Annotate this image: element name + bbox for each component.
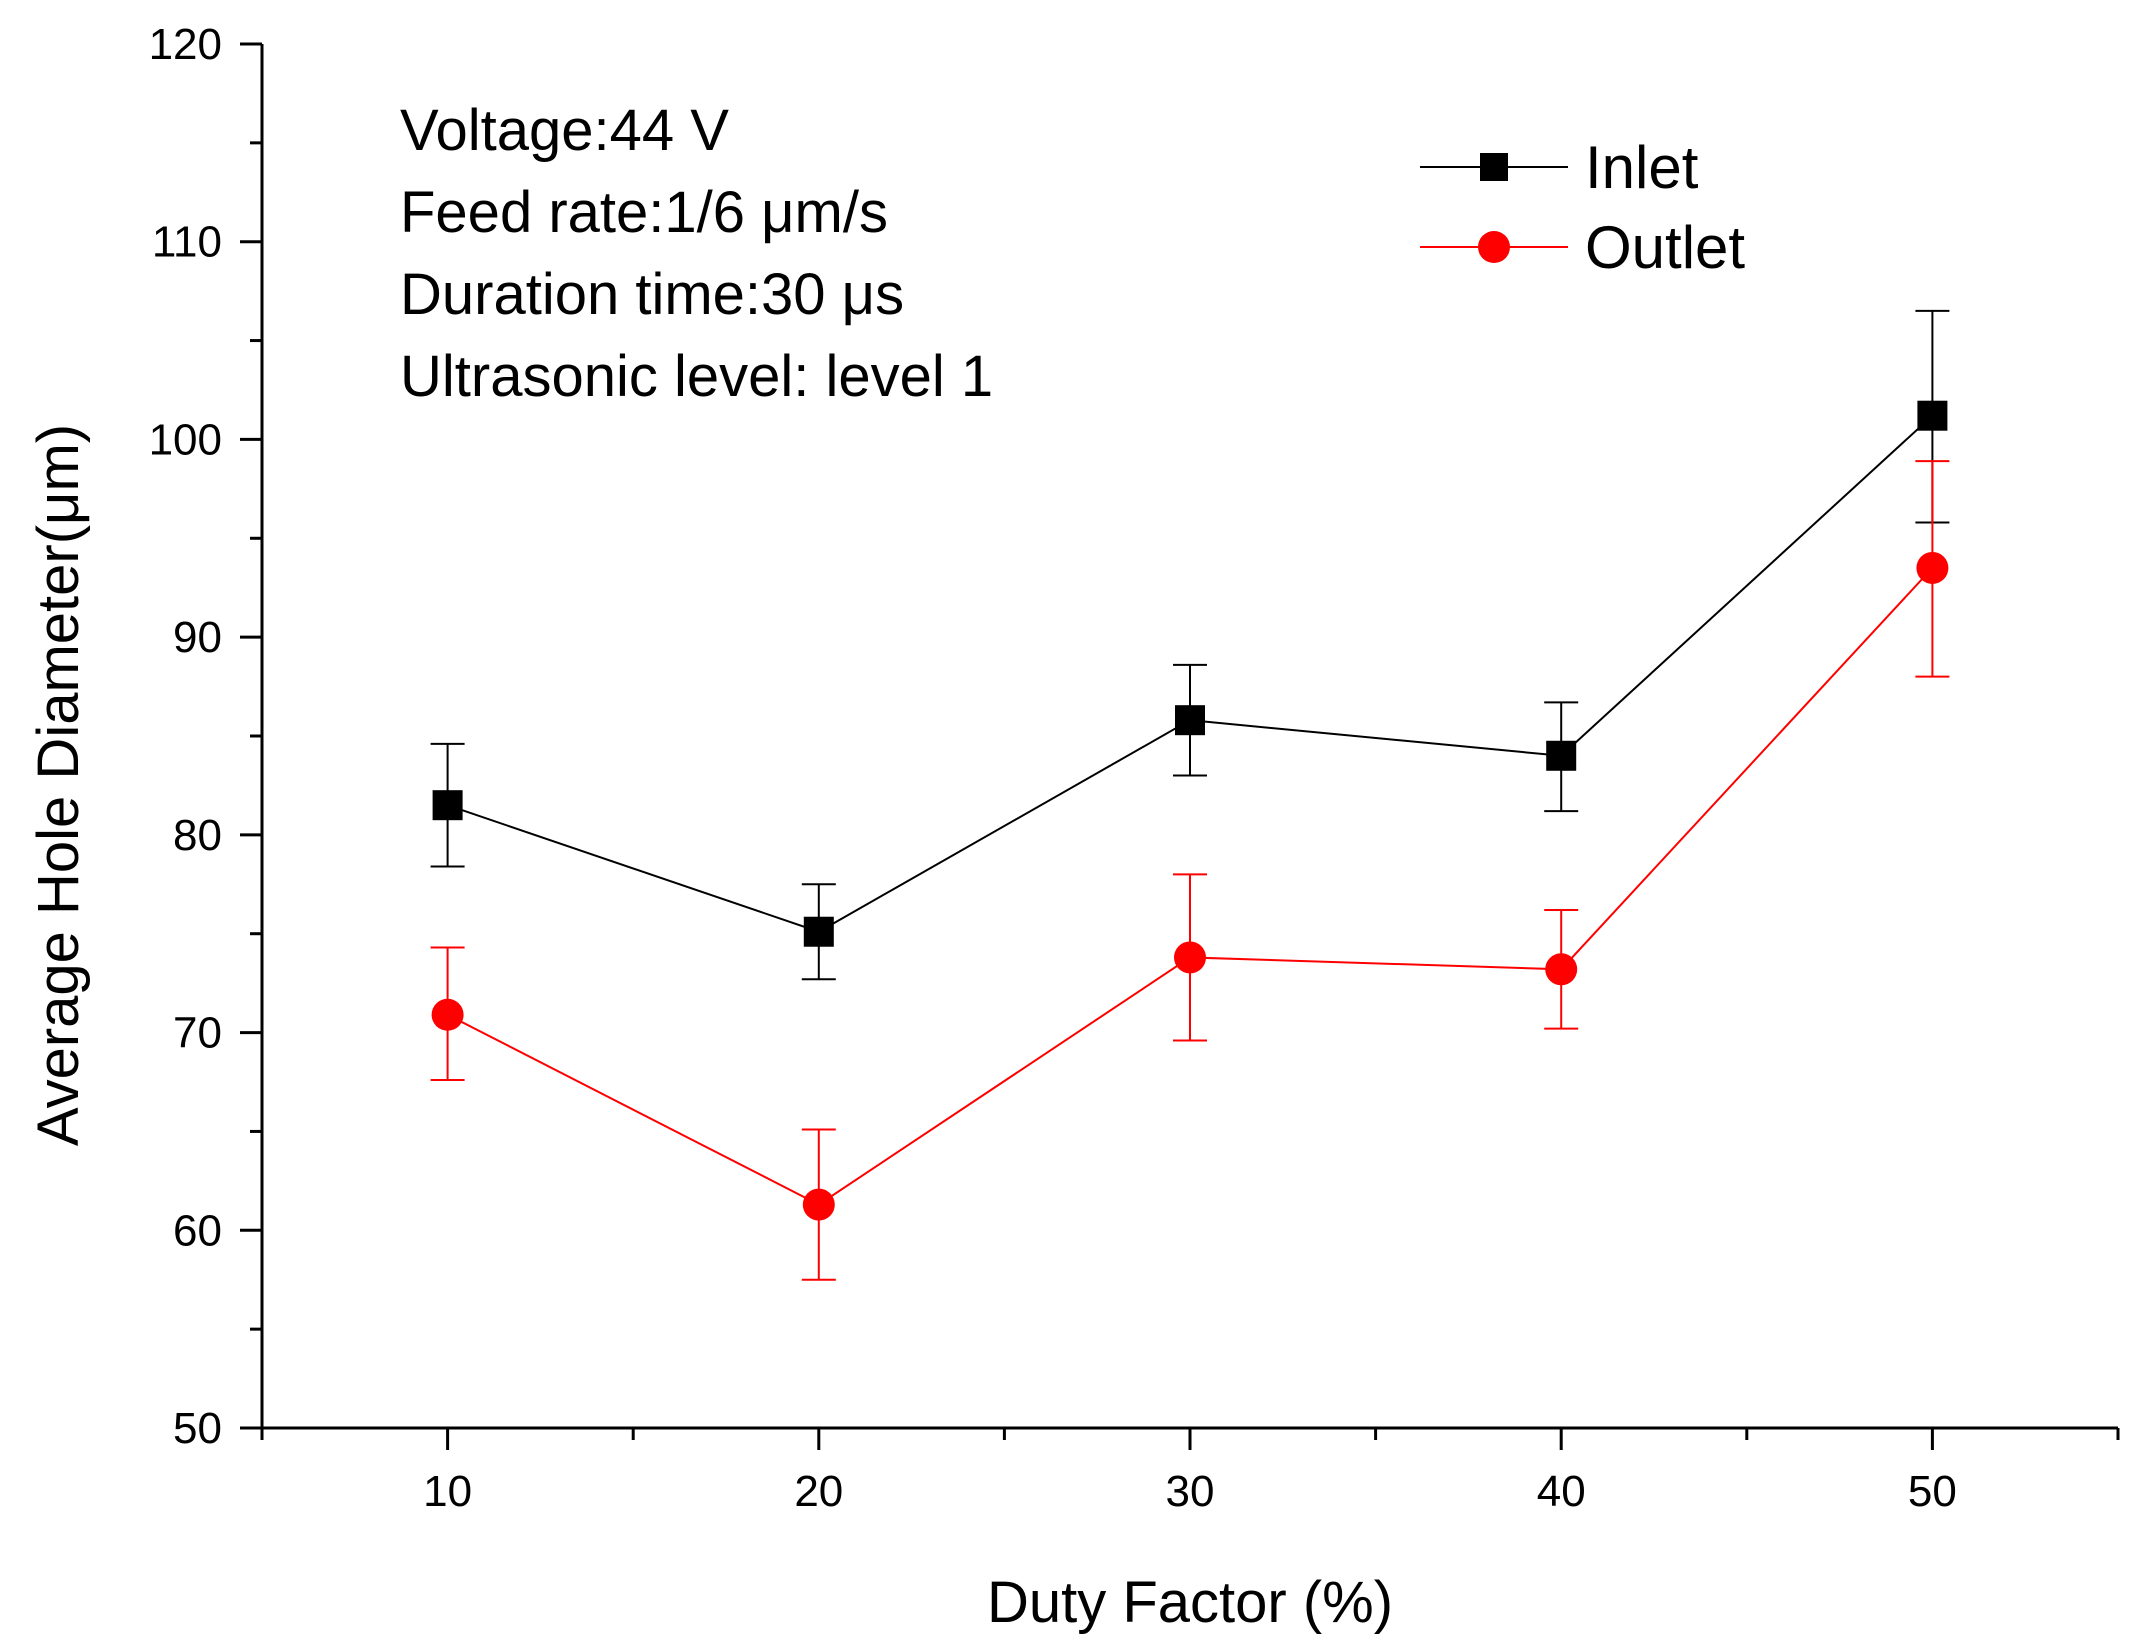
annotation-voltage: Voltage:44 V [400, 98, 729, 163]
y-tick-label: 50 [173, 1404, 222, 1453]
y-axis-title: Average Hole Diameter(μm) [26, 424, 91, 1146]
y-tick-label: 120 [149, 20, 222, 69]
axes: 50 60 70 80 90 100 110 120 10 20 30 40 50 [149, 20, 2120, 1516]
data-point-inlet [1546, 740, 1577, 771]
series-layer [430, 309, 1950, 1281]
legend-marker-inlet [1480, 153, 1508, 181]
data-point-outlet [1916, 551, 1949, 584]
data-point-outlet [802, 1188, 835, 1221]
data-point-outlet [1174, 941, 1206, 974]
x-tick-label: 20 [794, 1467, 843, 1516]
annotation-ultrasonic-level: Ultrasonic level: level 1 [400, 344, 993, 409]
data-point-inlet [432, 790, 463, 821]
x-tick-label: 10 [423, 1467, 472, 1516]
data-point-inlet [1917, 400, 1948, 431]
legend: Inlet Outlet [1420, 134, 1745, 281]
series-outlet [430, 460, 1950, 1281]
y-tick-label: 60 [173, 1206, 222, 1255]
series-inlet [430, 309, 1950, 981]
data-point-outlet [1545, 953, 1578, 986]
y-tick-label: 90 [173, 613, 222, 662]
annotation-duration-time: Duration time:30 μs [400, 262, 904, 327]
y-tick-label: 70 [173, 1009, 222, 1058]
x-tick-label: 30 [1166, 1467, 1215, 1516]
data-point-inlet [803, 916, 834, 947]
x-tick-label: 50 [1908, 1467, 1957, 1516]
legend-marker-outlet [1478, 231, 1510, 263]
y-tick-label: 100 [149, 415, 222, 464]
legend-label-inlet: Inlet [1585, 134, 1699, 201]
annotation-block: Voltage:44 V Feed rate:1/6 μm/s Duration… [400, 98, 993, 409]
y-tick-label: 80 [173, 811, 222, 860]
x-axis-title: Duty Factor (%) [987, 1570, 1393, 1635]
data-point-outlet [431, 998, 464, 1031]
annotation-feed-rate: Feed rate:1/6 μm/s [400, 180, 888, 245]
data-point-inlet [1175, 705, 1205, 736]
y-tick-label: 110 [152, 218, 222, 267]
legend-label-outlet: Outlet [1585, 214, 1745, 281]
x-tick-label: 40 [1537, 1467, 1586, 1516]
